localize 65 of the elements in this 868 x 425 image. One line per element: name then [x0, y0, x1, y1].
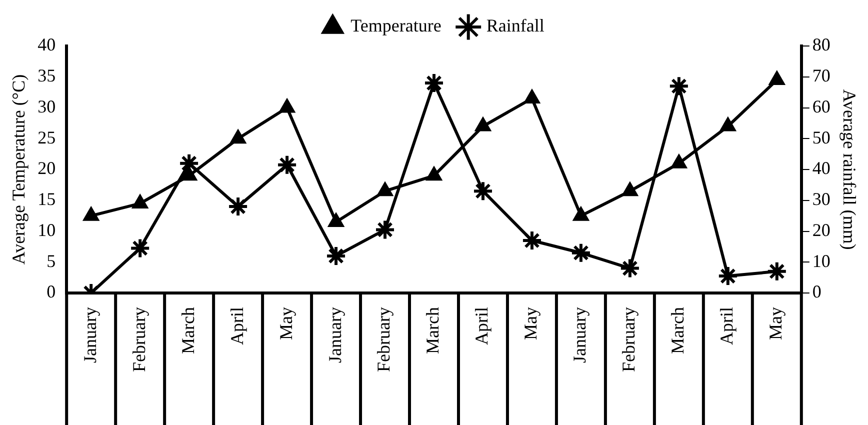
y-tick-label: 25 [38, 127, 56, 148]
y2-tick-label: 10 [812, 250, 830, 271]
x-tick-label: January [80, 307, 100, 363]
y2-tick-label: 30 [812, 189, 830, 210]
point [376, 182, 394, 196]
y2-tick-label: 50 [812, 127, 830, 148]
point [326, 245, 347, 266]
x-tick-label: February [374, 307, 394, 372]
point [524, 88, 540, 104]
point [278, 98, 296, 113]
y-tick-label: 10 [38, 220, 56, 240]
y2-tick-label: 0 [812, 282, 822, 302]
x-tick-label: January [324, 307, 345, 363]
x-tick-label: April [716, 307, 737, 345]
point [766, 260, 788, 282]
x-tick-label: April [226, 307, 247, 345]
point [130, 238, 151, 259]
point [474, 116, 492, 132]
x-tick-label: February [128, 307, 149, 372]
x-tick-label: May [520, 307, 541, 340]
y2-tick-label: 80 [812, 34, 830, 55]
x-tick-label: January [570, 307, 590, 363]
y-tick-label: 35 [38, 66, 56, 86]
y2-tick-label: 70 [812, 66, 830, 86]
x-tick-label: April [472, 307, 492, 345]
point [717, 266, 738, 287]
legend-label: Temperature [350, 16, 442, 36]
point [132, 194, 148, 208]
y2-axis-title: Average rainfall (mm) [839, 89, 860, 250]
y-tick-label: 20 [38, 158, 56, 178]
point [472, 180, 494, 202]
legend-label: Rainfall [486, 16, 544, 36]
point [328, 212, 344, 227]
y-axis-title: Average Temperature (°C) [8, 74, 29, 265]
point [670, 154, 688, 168]
point [668, 76, 690, 97]
x-tick-label: May [766, 307, 786, 340]
point [572, 206, 590, 221]
point [424, 72, 444, 94]
point [426, 166, 442, 181]
point [720, 116, 736, 132]
point [521, 230, 542, 252]
point [180, 166, 198, 181]
y2-tick-label: 60 [812, 96, 830, 116]
point [570, 242, 592, 264]
y-tick-label: 40 [38, 34, 56, 55]
point [619, 258, 640, 279]
point [82, 206, 100, 221]
x-tick-label: May [276, 307, 296, 340]
x-tick-label: March [178, 307, 198, 354]
x-tick-label: March [668, 307, 688, 354]
point [228, 196, 249, 218]
y-tick-label: 5 [46, 250, 56, 271]
point [230, 129, 246, 144]
point [768, 70, 786, 85]
y2-tick-label: 20 [812, 220, 830, 240]
point [622, 182, 638, 196]
y-tick-label: 15 [38, 189, 56, 210]
y-tick-label: 0 [46, 282, 56, 302]
point [374, 219, 396, 240]
x-tick-label: March [422, 307, 443, 354]
x-tick-label: February [618, 307, 639, 372]
point [276, 154, 298, 176]
y-tick-label: 30 [38, 96, 56, 116]
y2-tick-label: 40 [812, 158, 830, 178]
